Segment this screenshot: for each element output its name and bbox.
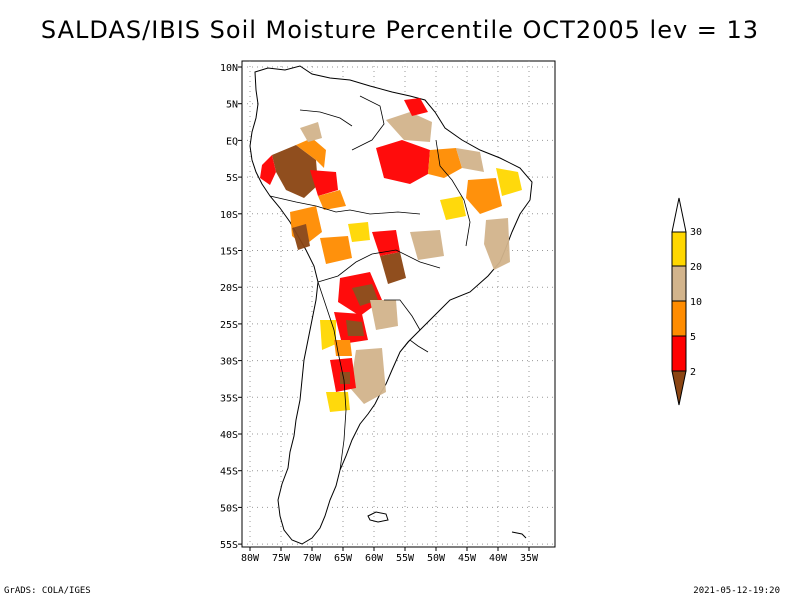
patch-20-30 xyxy=(440,196,466,220)
lat-label: 15S xyxy=(220,247,238,258)
patch-20-30 xyxy=(496,168,522,196)
lat-label: 10N xyxy=(220,63,238,74)
patch-2-5 xyxy=(376,140,430,184)
lat-label: 45S xyxy=(220,467,238,478)
legend-swatch-2-5 xyxy=(671,335,687,372)
legend-swatch-20-30 xyxy=(671,231,687,267)
border-line xyxy=(399,339,429,353)
lon-label: 65W xyxy=(334,553,353,564)
lon-label: 45W xyxy=(458,553,477,564)
patch-20-30 xyxy=(348,222,370,242)
legend-colorbar: 30 20 10 5 2 xyxy=(671,197,702,406)
patch-10-20 xyxy=(386,112,432,142)
percentile-shading xyxy=(260,98,522,412)
lon-label: 70W xyxy=(303,553,322,564)
patch-below-2 xyxy=(340,372,350,384)
patch-20-30 xyxy=(320,320,336,350)
map-title: SALDAS/IBIS Soil Moisture Percentile OCT… xyxy=(40,16,760,44)
legend-label-5: 5 xyxy=(690,332,696,343)
legend-swatch-above-30 xyxy=(671,197,687,233)
patch-5-10 xyxy=(428,148,462,178)
lat-label: 30S xyxy=(220,357,238,368)
border-line xyxy=(317,249,441,283)
patch-5-10 xyxy=(466,178,502,214)
lon-label: 35W xyxy=(520,553,539,564)
patch-below-2 xyxy=(346,320,364,336)
patch-10-20 xyxy=(370,300,398,330)
legend-label-10: 10 xyxy=(690,297,702,308)
patch-2-5 xyxy=(404,98,428,116)
lon-label: 40W xyxy=(489,553,508,564)
patch-10-20 xyxy=(300,122,322,142)
lat-label: 20S xyxy=(220,283,238,294)
border-line xyxy=(269,195,421,215)
lat-label: 55S xyxy=(220,540,238,551)
patch-20-30 xyxy=(326,392,350,412)
footer-credit: GrADS: COLA/IGES xyxy=(4,586,91,596)
border-line xyxy=(299,109,353,127)
patch-5-10 xyxy=(296,138,326,168)
lat-label: 25S xyxy=(220,320,238,331)
lon-label: 60W xyxy=(365,553,384,564)
longitude-labels: 80W 75W 70W 65W 60W 55W 50W 45W 40W 35W xyxy=(241,553,539,564)
patch-below-2 xyxy=(292,224,310,250)
legend-swatch-5-10 xyxy=(671,300,687,337)
latitude-labels: 10N 5N EQ 5S 10S 15S 20S 25S 30S 35S 40S 45S 50S 55S xyxy=(220,63,238,551)
lon-label: 50W xyxy=(427,553,446,564)
lat-label: EQ xyxy=(226,136,238,147)
lat-label: 10S xyxy=(220,210,238,221)
lon-label: 80W xyxy=(241,553,260,564)
lat-label: 5N xyxy=(226,100,238,111)
lon-label: 55W xyxy=(396,553,415,564)
border-line xyxy=(384,299,421,331)
patch-below-2 xyxy=(380,252,406,284)
legend-swatch-below-2 xyxy=(671,370,687,406)
patch-2-5 xyxy=(260,155,276,185)
legend-swatch-10-20 xyxy=(671,265,687,302)
patch-2-5 xyxy=(372,230,400,256)
patch-5-10 xyxy=(320,236,352,264)
patch-10-20 xyxy=(350,348,386,404)
country-borders xyxy=(269,95,471,471)
south-georgia xyxy=(511,531,527,539)
footer-timestamp: 2021-05-12-19:20 xyxy=(693,586,780,596)
patch-below-2 xyxy=(272,145,318,198)
patch-5-10 xyxy=(318,190,346,210)
legend-label-20: 20 xyxy=(690,262,702,273)
patch-2-5 xyxy=(310,170,338,196)
lat-label: 35S xyxy=(220,393,238,404)
falkland-islands xyxy=(367,511,389,523)
patch-5-10 xyxy=(334,340,352,356)
border-line xyxy=(317,281,347,471)
border-line xyxy=(351,95,385,151)
legend-label-2: 2 xyxy=(690,367,696,378)
lat-label: 5S xyxy=(226,173,238,184)
plot-frame xyxy=(241,60,556,548)
border-line xyxy=(435,139,471,247)
legend-label-30: 30 xyxy=(690,227,702,238)
lat-label: 50S xyxy=(220,503,238,514)
patch-10-20 xyxy=(456,148,484,172)
patch-10-20 xyxy=(410,230,444,260)
lon-label: 75W xyxy=(272,553,291,564)
patch-10-20 xyxy=(484,218,510,270)
lat-label: 40S xyxy=(220,430,238,441)
